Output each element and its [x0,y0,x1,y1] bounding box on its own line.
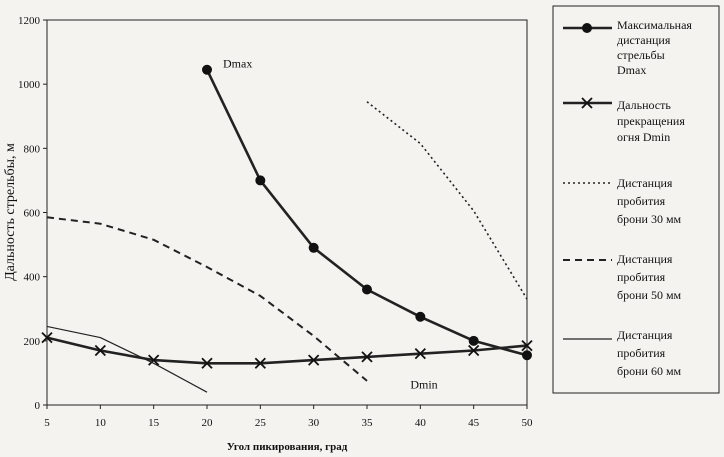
data-point [468,335,479,346]
y-tick-label: 1200 [18,15,41,27]
x-tick-label: 5 [44,417,50,429]
y-tick-label: 1000 [18,79,41,91]
y-tick-label: 400 [24,272,41,284]
series-2 [41,331,533,369]
data-point [582,23,592,33]
x-tick-label: 35 [362,417,374,429]
x-tick-label: 40 [415,417,427,429]
legend-label: дистанция [617,33,671,47]
legend-label: Дальность [617,98,671,112]
annotation-layer: Dmax Dmin [223,57,438,392]
x-tick-label: 15 [148,417,160,429]
legend-label: стрельбы [617,48,665,62]
data-point [581,97,593,109]
legend-entry-5: Дистанция пробития брони 60 мм [563,328,682,378]
legend-label: пробития [617,346,666,360]
data-point [414,348,426,360]
legend-label: Дистанция [617,252,673,266]
legend-label: Максимальная [617,18,692,32]
data-point [522,350,532,361]
series-line [366,101,528,300]
data-point [308,242,319,253]
data-point [361,351,373,363]
legend-label: пробития [617,270,666,284]
legend-label: прекращения [617,114,685,128]
x-tick-label: 25 [255,417,267,429]
x-tick-label: 45 [468,417,480,429]
series-line [46,216,368,382]
legend-entry-3: Дистанция пробития брони 30 мм [563,176,682,226]
legend-label: брони 50 мм [617,288,682,302]
series-line [46,336,528,365]
annotation-dmax: Dmax [223,57,252,71]
x-tick-label: 10 [95,417,107,429]
series-1 [202,64,532,361]
data-point [255,175,266,186]
series-line [46,325,208,393]
data-point [468,344,480,357]
x-tick-label: 20 [202,417,214,429]
legend-label: Dmax [617,63,646,77]
y-tick-label: 600 [24,208,41,220]
data-point [94,344,106,357]
legend-label: брони 30 мм [617,212,682,226]
x-tick-label: 50 [522,417,534,429]
y-axis-title: Дальность стрельбы, м [3,143,18,281]
data-point [254,357,266,369]
legend-entry-2: Дальность прекращения огня Dmin [563,97,685,144]
series-3 [366,101,528,300]
legend-label: пробития [617,194,666,208]
legend-label: брони 60 мм [617,364,682,378]
data-point [148,354,160,366]
legend-label: Дистанция [617,328,673,342]
annotation-dmin: Dmin [410,377,437,391]
y-tick-label: 0 [35,400,41,412]
data-point [415,311,426,322]
x-tick-label: 30 [308,417,320,429]
legend-label: Дистанция [617,176,673,190]
series-layer [41,64,533,393]
data-point [362,284,372,295]
series-line [205,69,528,357]
x-axis-ticks: 5 10 15 20 25 30 35 40 45 50 [44,405,533,429]
legend-box [552,5,720,394]
y-tick-label: 200 [24,336,41,348]
data-point [202,64,212,75]
data-point [521,340,533,352]
y-tick-label: 800 [24,143,41,155]
data-point [308,354,320,366]
legend-entry-4: Дистанция пробития брони 50 мм [563,252,682,302]
y-axis-ticks: 0 200 400 600 800 1000 1200 [18,15,47,412]
series-4 [46,216,368,382]
legend-label: огня Dmin [617,130,670,144]
series-5 [46,325,208,393]
data-point [41,331,53,344]
data-point [201,357,213,369]
x-axis-title: Угол пикирования, град [227,441,348,453]
